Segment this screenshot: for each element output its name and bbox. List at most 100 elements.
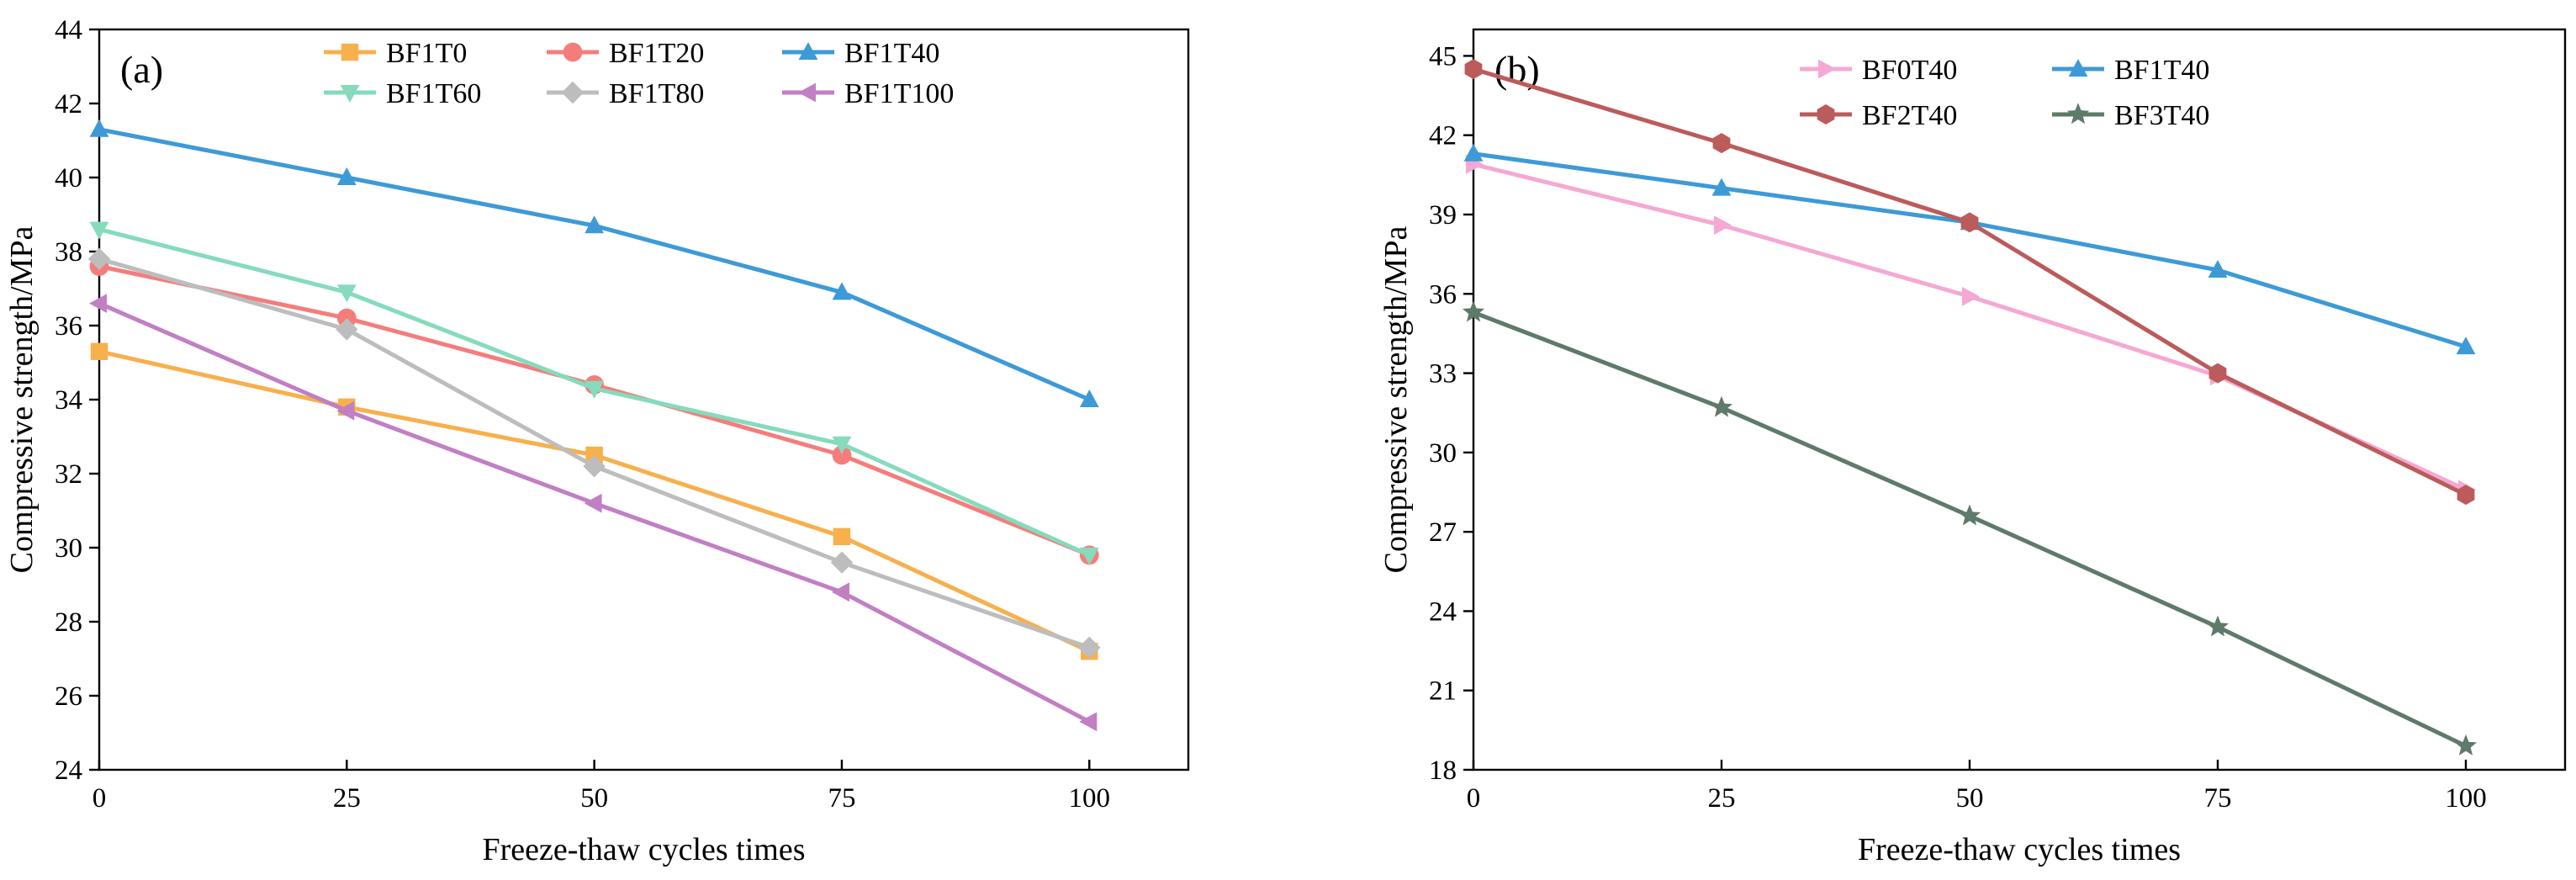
legend-label: BF0T40 [1862,55,1957,86]
y-axis-title: Compressive strength/MPa [1378,226,1414,574]
series-line-BF1T40 [98,127,1091,402]
y-tick-label: 30 [1429,438,1457,469]
data-point-BF1T60 [832,436,852,454]
legend-label: BF3T40 [2114,100,2209,131]
data-point-BF2T40 [1464,59,1483,80]
legend-item-BF0T40: BF0T40 [1800,55,1957,86]
data-point-BF1T100 [1079,712,1098,732]
series-BF2T40 [1464,59,2475,506]
x-tick-label: 100 [2445,783,2487,814]
data-point-BF1T100 [89,294,107,313]
y-axis-title: Compressive strength/MPa [4,226,40,574]
x-tick-label: 0 [1467,783,1481,814]
data-point-BF1T0 [833,527,851,545]
y-tick-label: 40 [55,163,82,193]
data-point-BF1T100 [336,400,355,421]
data-point-BF1T0 [90,342,108,360]
data-point-BF1T40 [1711,178,1732,196]
legend-label: BF1T100 [844,78,954,109]
y-tick-label: 26 [55,681,82,712]
series-BF1T60 [89,221,1099,565]
data-point-BF1T80 [87,247,111,270]
series-BF0T40 [1466,154,2476,500]
y-tick-label: 36 [1429,279,1457,310]
series-BF1T40 [1463,143,2476,355]
series-line-BF1T40 [1473,151,2467,349]
legend-item-BF1T0: BF1T0 [324,38,467,69]
data-point-BF1T40 [2456,337,2476,355]
legend-marker [340,85,360,103]
y-tick-label: 38 [55,237,82,268]
y-tick-label: 39 [1429,200,1457,231]
data-point-BF1T40 [336,167,357,185]
data-point-BF0T40 [1714,215,1732,235]
y-tick-label: 32 [55,459,82,490]
data-point-BF1T100 [832,582,849,602]
series-line-BF3T40 [1473,310,2468,748]
data-point-BF3T40 [1462,300,1485,322]
data-point-BF1T40 [2208,260,2228,278]
legend-item-BF1T20: BF1T20 [547,38,704,69]
data-point-BF0T40 [1962,287,1980,306]
plot-frame [1472,28,2567,771]
legend-marker [563,42,583,62]
legend-marker [1817,104,1835,125]
y-tick-label: 36 [55,311,82,342]
data-point-BF3T40 [2454,734,2478,755]
x-tick-label: 50 [580,783,608,814]
series-BF1T40 [89,119,1099,407]
data-point-BF2T40 [1960,212,1979,233]
x-tick-label: 25 [1708,783,1736,814]
y-tick-label: 24 [1429,596,1457,627]
legend-label: BF1T60 [386,78,481,109]
panel-label: (a) [120,48,163,91]
data-point-BF3T40 [1958,504,1981,526]
series-BF1T80 [87,247,1101,659]
data-point-BF1T80 [583,455,606,478]
data-point-BF1T80 [336,318,358,341]
series-BF3T40 [1462,300,2478,755]
y-tick-label: 34 [55,385,82,416]
y-tick-label: 27 [1429,517,1457,548]
data-point-BF2T40 [2457,485,2475,506]
data-point-BF3T40 [1710,395,1733,417]
y-tick-label: 42 [1429,121,1457,151]
legend-marker [561,81,584,104]
y-tick-label: 44 [55,15,82,45]
y-tick-label: 45 [1429,41,1457,72]
y-tick-label: 24 [55,755,82,786]
legend-marker [341,43,359,61]
data-point-BF1T40 [832,282,852,300]
legend-item-BF3T40: BF3T40 [2052,100,2209,131]
chart-panel-a: 0 25 50 75 100 24 26 28 30 32 34 36 38 40 42 44 Freeze-t… [4,15,1190,867]
legend-item-BF1T40: BF1T40 [782,38,939,69]
x-axis-title: Freeze-thaw cycles times [482,832,805,867]
x-axis-title: Freeze-thaw cycles times [1858,832,2181,867]
y-tick-label: 30 [55,533,82,564]
legend: BF0T40 BF1T40 BF2T40 BF3T40 [1800,55,2209,131]
x-tick-label: 25 [333,783,361,814]
legend-label: BF1T0 [386,38,467,69]
legend-marker [1818,59,1836,79]
legend-label: BF1T40 [844,38,939,69]
data-point-BF1T100 [584,493,602,513]
x-tick-label: 75 [2204,783,2232,814]
y-tick-label: 21 [1429,676,1457,707]
data-point-BF1T40 [584,215,604,234]
data-point-BF1T80 [830,551,854,574]
data-point-BF1T60 [336,284,357,303]
legend-item-BF1T100: BF1T100 [782,78,954,109]
data-point-BF1T40 [89,119,109,137]
x-tick-label: 50 [1956,783,1984,814]
series-line-BF1T100 [98,301,1091,724]
legend-marker [2068,59,2088,77]
data-point-BF1T60 [584,380,604,399]
panel-label: (b) [1494,48,1540,91]
data-point-BF1T40 [1079,390,1099,407]
legend-marker [798,82,816,103]
legend-label: BF2T40 [1862,100,1957,131]
legend-marker [2066,103,2090,125]
data-point-BF3T40 [2206,615,2230,637]
chart-panel-b: 0 25 50 75 100 18 21 24 27 30 33 36 39 42 45 Freeze-tha… [1378,28,2567,867]
